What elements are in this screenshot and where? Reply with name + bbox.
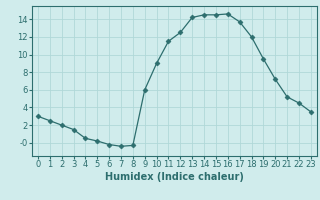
X-axis label: Humidex (Indice chaleur): Humidex (Indice chaleur) [105,172,244,182]
